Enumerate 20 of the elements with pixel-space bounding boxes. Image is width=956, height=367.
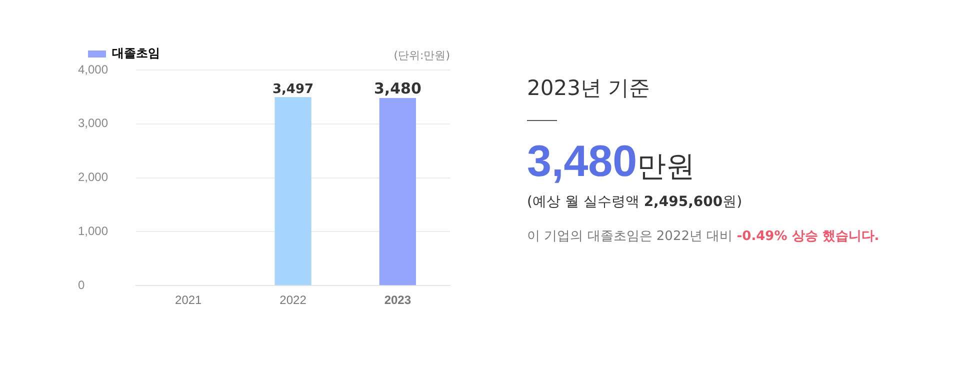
y-tick-label: 3,000 — [78, 116, 108, 130]
text: 3,480 — [527, 137, 638, 186]
text: 만원 — [637, 149, 696, 183]
text: -0.49% 상승 했습니다. — [736, 229, 880, 244]
x-tick-label: 2021 — [175, 293, 202, 308]
y-tick-label: 1,000 — [78, 224, 108, 238]
data-label: 3,480 — [374, 79, 422, 98]
data-label: 3,497 — [272, 82, 314, 97]
text: 2,495,600 — [644, 194, 723, 210]
y-tick-label: 2,000 — [78, 170, 108, 184]
text: 2023년 기준 — [527, 75, 652, 102]
text: 원) — [722, 194, 742, 210]
legend-label: 대졸초임 — [112, 46, 160, 60]
x-tick-label: 2022 — [280, 293, 307, 308]
x-tick-label: 2023 — [384, 293, 412, 308]
y-tick-label: 0 — [78, 278, 85, 292]
text: (단위:만원) — [394, 48, 450, 62]
text: (예상 월 실수령액 — [527, 194, 640, 210]
text: 이 기업의 대졸초임은 2022년 대비 — [527, 229, 734, 244]
y-tick-label: 4,000 — [78, 62, 108, 76]
